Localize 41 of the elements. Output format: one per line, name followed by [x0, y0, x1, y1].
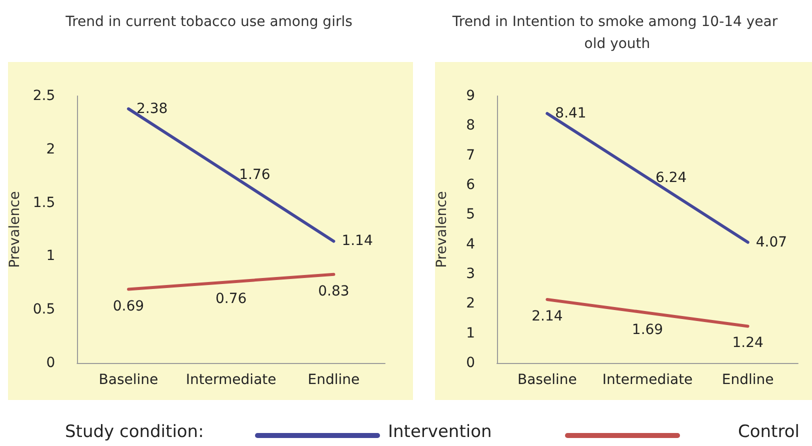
- y-tick-label: 2: [466, 296, 475, 312]
- y-axis-title: Prevalence: [434, 191, 450, 268]
- data-label: 1.24: [732, 335, 764, 352]
- y-tick-label: 2.5: [32, 88, 56, 104]
- data-label: 0.83: [318, 283, 350, 300]
- y-tick-label: 5: [466, 206, 475, 223]
- chart-title: Trend in current tobacco use among girls: [64, 14, 352, 30]
- data-label: 1.76: [239, 167, 270, 184]
- y-tick-label: 1.5: [32, 194, 56, 211]
- x-tick-label: Baseline: [98, 372, 158, 388]
- text: Control: [738, 422, 800, 442]
- data-label: 1.69: [632, 322, 664, 338]
- data-label: 2.14: [532, 308, 563, 325]
- y-tick-label: 6: [466, 177, 476, 193]
- data-label: 2.38: [136, 100, 168, 117]
- data-label: 1.14: [342, 233, 373, 250]
- text: Intervention: [388, 422, 492, 442]
- y-tick-label: 7: [466, 147, 475, 164]
- y-tick-label: 0: [46, 355, 56, 371]
- data-label: 0.69: [112, 298, 144, 314]
- x-tick-label: Intermediate: [186, 372, 276, 388]
- y-tick-label: 1: [46, 248, 56, 264]
- data-label: 4.07: [756, 234, 788, 250]
- y-axis-title: Prevalence: [7, 191, 23, 268]
- y-tick-label: 2: [46, 141, 56, 158]
- y-tick-label: 3: [466, 266, 475, 282]
- y-tick-label: 4: [466, 236, 476, 252]
- data-label: 0.76: [215, 290, 247, 307]
- x-tick-label: Intermediate: [602, 372, 693, 388]
- x-tick-label: Baseline: [517, 372, 577, 388]
- y-tick-label: 0: [466, 355, 475, 371]
- data-label: 8.41: [555, 106, 586, 122]
- chart-title: Trend in Intention to smoke among 10-14 year old youth: [451, 14, 778, 52]
- data-label: 6.24: [656, 170, 687, 186]
- x-tick-label: Endline: [308, 372, 360, 388]
- y-tick-label: 8: [466, 118, 475, 134]
- x-tick-label: Endline: [722, 372, 774, 388]
- y-tick-label: 0.5: [32, 302, 56, 318]
- y-tick-label: 1: [466, 325, 475, 342]
- y-tick-label: 9: [466, 88, 475, 104]
- legend-title: Study condition:: [65, 422, 204, 442]
